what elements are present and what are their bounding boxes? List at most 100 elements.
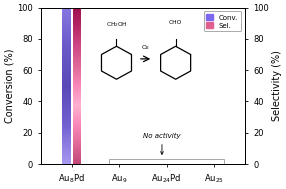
Bar — [73, 36, 81, 37]
Bar — [62, 117, 71, 118]
Bar — [73, 140, 81, 141]
Bar — [62, 59, 71, 60]
Bar — [73, 143, 81, 144]
Bar — [73, 56, 81, 57]
Bar — [62, 58, 71, 59]
Bar — [73, 148, 81, 149]
Bar — [73, 13, 81, 14]
Bar — [73, 54, 81, 55]
Bar — [73, 93, 81, 94]
Bar — [62, 129, 71, 130]
Bar — [62, 158, 71, 159]
Bar — [73, 48, 81, 49]
Bar — [62, 100, 71, 101]
Bar — [62, 9, 71, 10]
Bar — [73, 88, 81, 89]
Bar — [73, 43, 81, 44]
Bar — [73, 116, 81, 117]
Bar — [62, 27, 71, 28]
Bar — [73, 44, 81, 45]
Bar — [73, 81, 81, 82]
Bar — [73, 97, 81, 98]
Bar — [73, 58, 81, 59]
Bar — [62, 149, 71, 150]
Bar — [73, 76, 81, 77]
Bar — [62, 132, 71, 133]
Bar — [62, 127, 71, 128]
Bar — [73, 73, 81, 74]
Bar — [62, 83, 71, 84]
Bar — [62, 39, 71, 40]
Bar — [73, 79, 81, 80]
Bar — [73, 77, 81, 78]
Bar — [62, 122, 71, 123]
Bar — [73, 32, 81, 33]
Bar — [62, 13, 71, 14]
Bar — [62, 105, 71, 106]
Bar — [62, 77, 71, 78]
Bar — [73, 46, 81, 47]
Bar — [62, 130, 71, 131]
Bar — [73, 47, 81, 48]
Bar — [73, 64, 81, 65]
Bar — [73, 146, 81, 147]
Bar — [62, 62, 71, 63]
Bar — [62, 46, 71, 47]
Bar — [73, 66, 81, 67]
Y-axis label: Conversion (%): Conversion (%) — [4, 49, 14, 123]
Bar — [62, 96, 71, 97]
Bar — [73, 110, 81, 111]
Bar — [62, 139, 71, 140]
Bar — [62, 8, 71, 9]
Bar — [73, 124, 81, 125]
Bar — [62, 74, 71, 75]
Bar — [62, 73, 71, 74]
Bar — [73, 141, 81, 142]
Bar — [73, 91, 81, 92]
Bar — [62, 91, 71, 92]
Bar — [62, 30, 71, 31]
Bar — [62, 47, 71, 48]
Bar — [73, 25, 81, 26]
Bar — [73, 16, 81, 17]
Bar — [62, 97, 71, 98]
Bar — [62, 70, 71, 71]
Bar — [73, 98, 81, 99]
Bar — [73, 121, 81, 122]
Bar — [62, 142, 71, 143]
Bar — [73, 23, 81, 24]
Bar — [62, 148, 71, 149]
Bar — [62, 75, 71, 76]
Bar — [62, 163, 71, 164]
Bar — [73, 82, 81, 83]
Bar — [73, 134, 81, 135]
Bar — [73, 67, 81, 68]
Y-axis label: Selectivity (%): Selectivity (%) — [272, 50, 282, 121]
Bar — [73, 145, 81, 146]
Bar — [73, 142, 81, 143]
Bar — [62, 150, 71, 151]
Bar — [62, 140, 71, 141]
Bar — [62, 126, 71, 127]
Bar — [73, 12, 81, 13]
Bar — [62, 144, 71, 145]
Bar — [62, 14, 71, 15]
Bar — [62, 116, 71, 117]
Bar — [73, 85, 81, 86]
Bar — [62, 94, 71, 95]
Bar — [73, 86, 81, 87]
Bar — [73, 94, 81, 95]
Bar — [62, 54, 71, 55]
Bar — [62, 114, 71, 115]
Bar — [73, 74, 81, 75]
Bar — [109, 159, 225, 164]
Bar — [73, 163, 81, 164]
Bar — [62, 40, 71, 41]
Bar — [73, 60, 81, 61]
Bar — [62, 141, 71, 142]
Bar — [73, 150, 81, 151]
Bar — [62, 76, 71, 77]
Bar — [62, 78, 71, 79]
Bar — [73, 17, 81, 18]
Bar — [62, 65, 71, 66]
